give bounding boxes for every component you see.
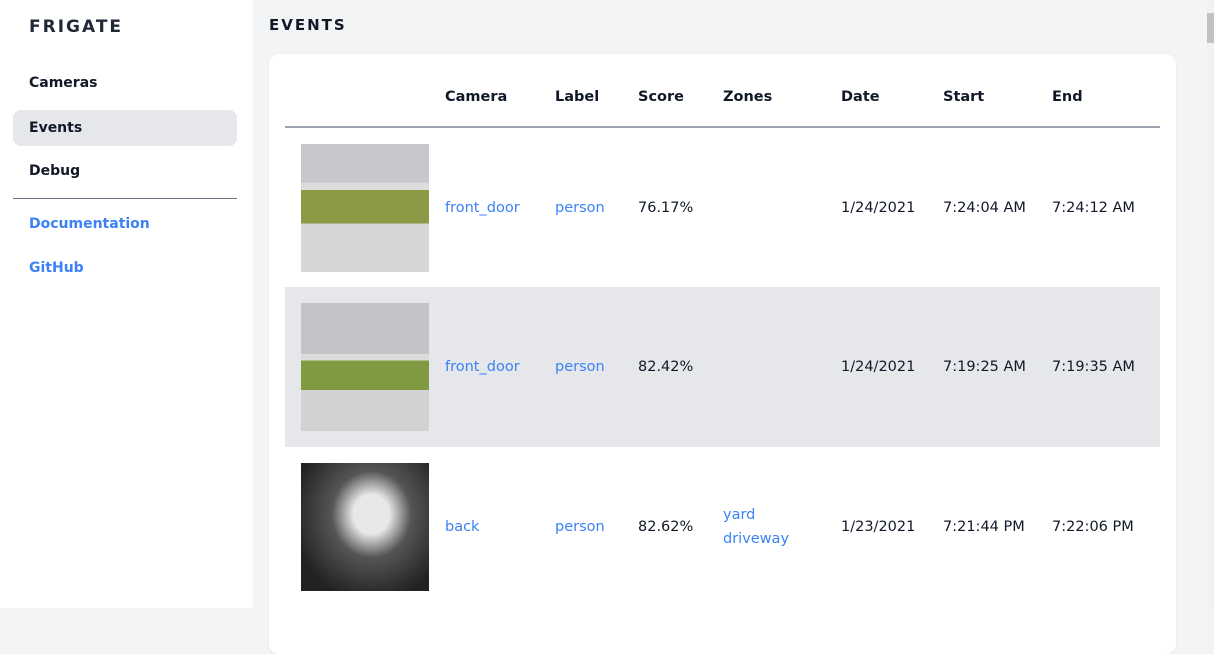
header-label: Label — [555, 54, 638, 128]
sidebar-item-events[interactable]: Events — [13, 110, 237, 146]
start-time: 7:19:25 AM — [943, 287, 1052, 447]
zone-link[interactable]: driveway — [723, 531, 790, 547]
scrollbar[interactable] — [1207, 0, 1214, 608]
table-header: Camera Label Score Zones Date Start End — [285, 54, 1160, 128]
score: 76.17% — [638, 199, 694, 216]
start-time: 7:24:04 AM — [943, 199, 1026, 216]
github-link[interactable]: GitHub — [29, 260, 84, 276]
end-time: 7:19:35 AM — [1052, 287, 1160, 447]
header-zones: Zones — [723, 54, 841, 128]
header-camera: Camera — [445, 54, 555, 128]
event-thumbnail[interactable] — [301, 463, 429, 591]
header-end: End — [1052, 54, 1160, 128]
brand-logo: FRIGATE — [29, 17, 124, 37]
zones — [723, 287, 841, 447]
date: 1/24/2021 — [841, 199, 916, 216]
table-row[interactable]: back person 82.62% yard driveway 1/23/20… — [285, 447, 1160, 607]
camera-link[interactable]: front_door — [445, 199, 520, 216]
header-thumbnail — [285, 54, 445, 128]
header-score: Score — [638, 54, 723, 128]
camera-link[interactable]: back — [445, 519, 480, 535]
zone-link[interactable]: yard — [723, 507, 756, 523]
score: 82.62% — [638, 519, 694, 535]
end-time: 7:22:06 PM — [1052, 519, 1134, 535]
label-link[interactable]: person — [555, 199, 605, 216]
header-date: Date — [841, 54, 943, 128]
sidebar-divider — [13, 198, 237, 199]
event-thumbnail[interactable] — [301, 303, 429, 431]
label-link[interactable]: person — [555, 519, 605, 535]
scrollbar-thumb[interactable] — [1207, 13, 1214, 43]
end-time: 7:24:12 AM — [1052, 199, 1135, 216]
table-row[interactable]: front_door person 82.42% 1/24/2021 7:19:… — [285, 287, 1160, 447]
events-table: Camera Label Score Zones Date Start End … — [285, 54, 1160, 607]
documentation-link[interactable]: Documentation — [29, 216, 150, 232]
event-thumbnail[interactable] — [301, 143, 429, 272]
start-time: 7:21:44 PM — [943, 519, 1025, 535]
zones: yard driveway — [723, 447, 841, 607]
page-title: EVENTS — [269, 16, 347, 34]
header-start: Start — [943, 54, 1052, 128]
date: 1/24/2021 — [841, 287, 943, 447]
sidebar-item-cameras[interactable]: Cameras — [29, 75, 98, 91]
sidebar: FRIGATE Cameras Events Debug Documentati… — [0, 0, 253, 608]
camera-link[interactable]: front_door — [445, 287, 555, 447]
table-row[interactable]: front_door person 76.17% 1/24/2021 7:24:… — [285, 127, 1160, 287]
events-card: Camera Label Score Zones Date Start End … — [269, 54, 1176, 654]
score: 82.42% — [638, 287, 723, 447]
date: 1/23/2021 — [841, 519, 916, 535]
sidebar-item-debug[interactable]: Debug — [29, 163, 81, 179]
label-link[interactable]: person — [555, 287, 638, 447]
zones — [723, 127, 841, 287]
